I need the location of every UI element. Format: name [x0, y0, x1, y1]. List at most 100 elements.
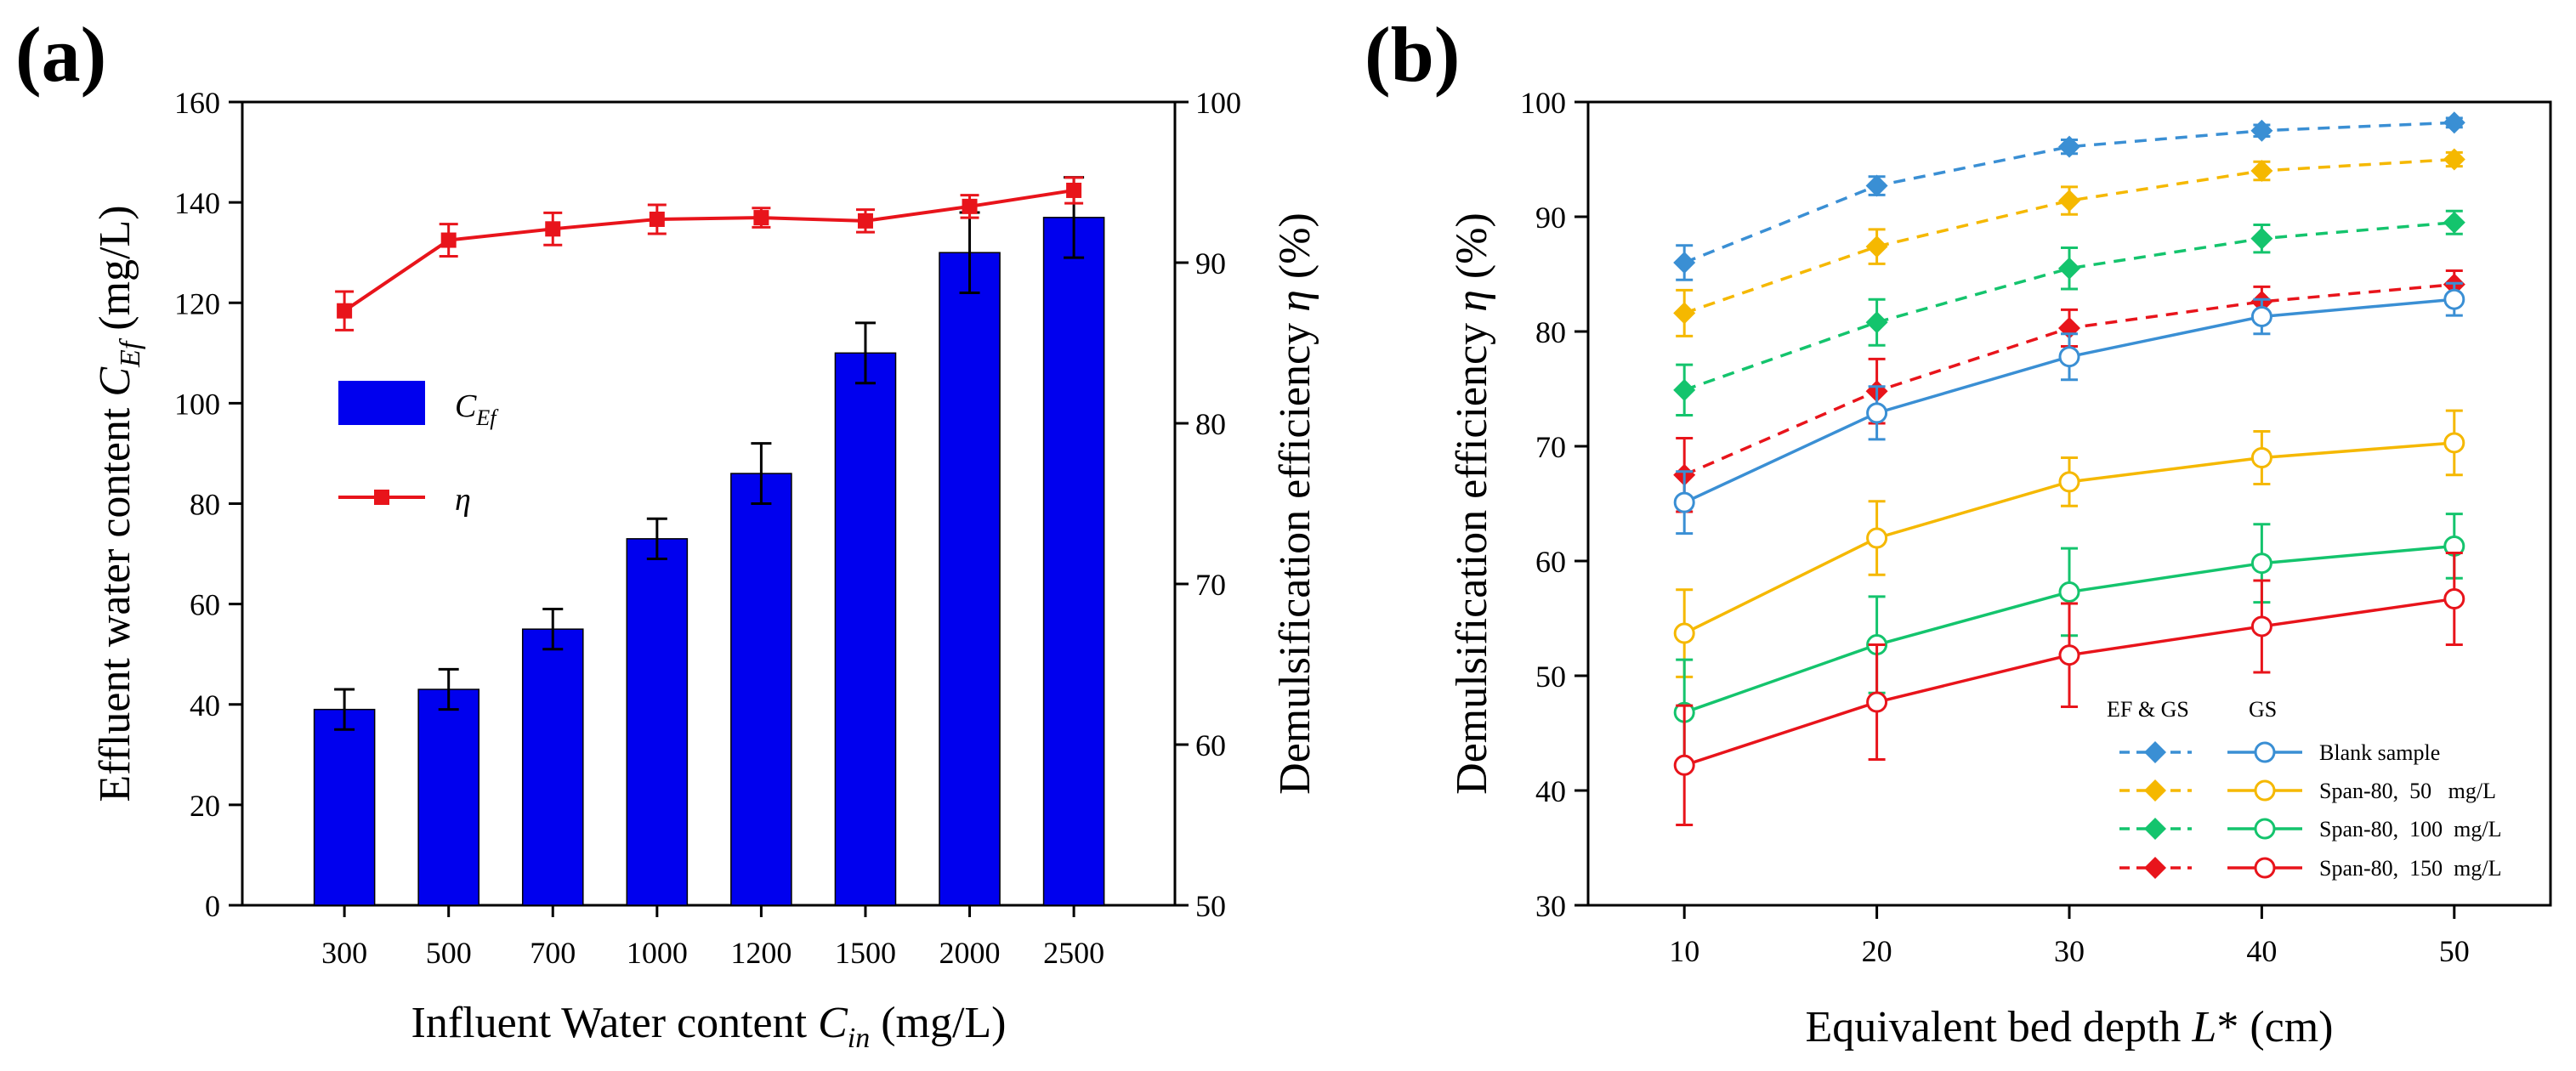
legend-label-3: Span-80, 150 mg/L: [2319, 856, 2502, 881]
bar-2000: [939, 252, 1001, 906]
panel-label-a: (a): [15, 11, 106, 98]
series-1: [1673, 148, 2465, 337]
ylabel-b-unit: (%): [1448, 212, 1496, 290]
xlabel-b: Equivalent bed depth L* (cm): [1806, 1003, 2334, 1051]
series-4-point-50: [2443, 288, 2465, 310]
ytick-right-label-70: 70: [1195, 568, 1226, 602]
bar-1500: [834, 352, 897, 906]
eta-point-1200: [753, 210, 769, 226]
ylabel-left-sym: C: [91, 366, 139, 397]
xtick-b-label-40: 40: [2246, 934, 2277, 968]
series-5-point-10: [1673, 622, 1695, 644]
series-line-2: [1683, 221, 2454, 392]
series-4-point-10: [1673, 491, 1695, 513]
xtick-a-label-1000: 1000: [627, 936, 688, 970]
series-0-point-50: [2443, 111, 2465, 134]
xlabel-b-sym: L: [2191, 1003, 2216, 1051]
series-4-point-30: [2058, 346, 2080, 368]
legend-label-0: Blank sample: [2319, 740, 2440, 765]
legend-bar-sub: Ef: [475, 405, 499, 430]
eta-point-2500: [1066, 182, 1082, 198]
ytick-b-label-100: 100: [1520, 86, 1566, 120]
bar-1200: [730, 473, 792, 906]
legend-label-bar: CEf: [455, 388, 499, 430]
ytick-right-label-50: 50: [1195, 889, 1226, 923]
series-2-point-10: [1673, 378, 1696, 401]
ytick-right-label-60: 60: [1195, 728, 1226, 762]
series-2: [1673, 209, 2465, 417]
ytick-right-label-90: 90: [1195, 246, 1226, 280]
ytick-left-label-40: 40: [190, 688, 220, 722]
series-1-point-30: [2058, 190, 2080, 212]
eta-point-1000: [649, 211, 665, 227]
series-7-point-40: [2250, 615, 2272, 638]
xlabel-b-main: Equivalent bed depth: [1806, 1003, 2193, 1051]
ylabel-left-main: Effluent water content: [91, 397, 139, 802]
series-1-point-10: [1673, 302, 1696, 325]
eta-point-2000: [962, 198, 978, 214]
legend-swatch-bar: [338, 381, 425, 425]
ylabel-right-sym: η: [1271, 290, 1319, 312]
legend-label-2: Span-80, 100 mg/L: [2319, 817, 2502, 842]
xtick-b-label-10: 10: [1669, 934, 1699, 968]
ytick-b-label-40: 40: [1535, 774, 1566, 808]
eta-line: [343, 188, 1075, 313]
eta-point-300: [337, 303, 353, 319]
xtick-a-label-1500: 1500: [835, 936, 896, 970]
series-6: [1673, 513, 2465, 767]
bar-2500: [1042, 217, 1105, 906]
xtick-b-label-50: 50: [2439, 934, 2470, 968]
legend-gs-marker-0: [2254, 741, 2276, 763]
xtick-a-label-700: 700: [530, 936, 576, 970]
ytick-b-label-90: 90: [1535, 201, 1566, 235]
series-5-point-20: [1866, 527, 1888, 549]
legend-gs-marker-1: [2254, 779, 2276, 802]
xlabel-a-sym: C: [818, 999, 848, 1047]
series-1-point-50: [2443, 148, 2465, 171]
xtick-b-label-20: 20: [1862, 934, 1892, 968]
series-6-point-30: [2058, 581, 2080, 603]
series-0: [1673, 111, 2465, 281]
series-2-point-40: [2250, 227, 2273, 250]
series-7-point-50: [2443, 588, 2465, 610]
xtick-a-label-2500: 2500: [1043, 936, 1104, 970]
ytick-left-label-60: 60: [190, 588, 220, 622]
ytick-left-label-120: 120: [174, 286, 220, 320]
ytick-b-label-60: 60: [1535, 545, 1566, 579]
ytick-b-label-50: 50: [1535, 660, 1566, 694]
bar-1000: [626, 538, 689, 906]
legend-gs-marker-3: [2254, 857, 2276, 879]
legend-label-eta: η: [455, 482, 471, 518]
series-4-point-40: [2250, 305, 2272, 327]
legend-efgs-marker-2: [2144, 818, 2166, 840]
series-7: [1673, 552, 2465, 826]
legend-gs-marker-2: [2254, 818, 2276, 840]
series-7-point-20: [1866, 691, 1888, 713]
ylabel-b-main: Demulsification efficiency: [1448, 312, 1496, 795]
legend-label-1: Span-80, 50 mg/L: [2319, 779, 2496, 803]
series-line-0: [1683, 121, 2454, 264]
series-5-point-30: [2058, 471, 2080, 493]
series-5: [1673, 409, 2465, 678]
legend-efgs-marker-0: [2144, 741, 2166, 763]
xlabel-a: Influent Water content Cin (mg/L): [411, 999, 1007, 1054]
xtick-a-label-300: 300: [321, 936, 367, 970]
ylabel-left-unit: (mg/L): [91, 205, 139, 341]
series-4: [1673, 281, 2465, 536]
xtick-b-label-30: 30: [2054, 934, 2085, 968]
legend-efgs-marker-3: [2144, 857, 2166, 879]
series-2-point-20: [1865, 311, 1888, 334]
legend-eta-sym: η: [455, 482, 471, 518]
eta-point-500: [440, 232, 457, 248]
ylabel-right-main: Demulsification efficiency: [1271, 312, 1319, 795]
ylabel-right-unit: (%): [1271, 212, 1319, 290]
ytick-b-label-70: 70: [1535, 430, 1566, 464]
legend-bar-sym: C: [455, 388, 477, 424]
series-1-point-20: [1865, 235, 1888, 258]
legend-header-gs: GS: [2249, 697, 2277, 722]
bar-500: [417, 688, 479, 906]
series-0-point-40: [2250, 119, 2273, 142]
series-0-point-20: [1865, 174, 1888, 197]
ytick-right-label-100: 100: [1195, 86, 1241, 120]
